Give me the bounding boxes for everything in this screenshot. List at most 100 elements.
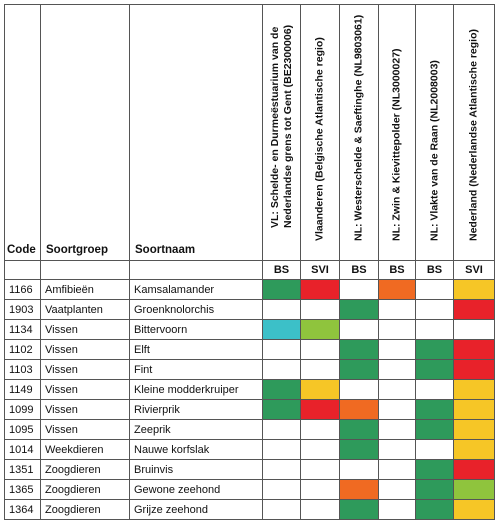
- status-cell-col-6: [453, 439, 495, 460]
- cell-group: Vissen: [40, 399, 130, 420]
- status-cell-col-5: [415, 399, 454, 420]
- cell-code: 1903: [4, 299, 41, 320]
- table-row: 1099 Vissen Rivierprik: [4, 399, 495, 420]
- cell-species-name: Grijze zeehond: [129, 499, 263, 520]
- status-cell-col-2: [300, 399, 340, 420]
- status-cell-col-2: [300, 499, 340, 520]
- table-row: 1365 Zoogdieren Gewone zeehond: [4, 479, 495, 500]
- cell-code: 1364: [4, 499, 41, 520]
- table-row: 1903 Vaatplanten Groenknolorchis: [4, 299, 495, 320]
- status-cell-col-6: [453, 459, 495, 480]
- cell-group: Vissen: [40, 339, 130, 360]
- status-cell-col-1: [262, 459, 301, 480]
- status-cell-col-4: [378, 339, 416, 360]
- table-row: 1166 Amfibieën Kamsalamander: [4, 279, 495, 300]
- status-cell-col-4: [378, 499, 416, 520]
- header-code: Code: [4, 4, 41, 261]
- status-cell-col-3: [339, 319, 379, 340]
- subheader-empty: [129, 260, 263, 280]
- status-cell-col-6: [453, 339, 495, 360]
- status-cell-col-1: [262, 379, 301, 400]
- cell-species-name: Bittervoorn: [129, 319, 263, 340]
- status-cell-col-2: [300, 379, 340, 400]
- species-status-table: Code Soortgroep Soortnaam VL: Schelde- e…: [4, 4, 495, 520]
- cell-group: Amfibieën: [40, 279, 130, 300]
- cell-species-name: Nauwe korfslak: [129, 439, 263, 460]
- cell-code: 1103: [4, 359, 41, 380]
- header-name-label: Soortnaam: [135, 244, 196, 256]
- cell-code: 1099: [4, 399, 41, 420]
- subheader-col-2: SVI: [300, 260, 340, 280]
- cell-group: Zoogdieren: [40, 499, 130, 520]
- header-col-3-label: NL: Westerschelde & Saeftinghe (NL980306…: [352, 14, 365, 241]
- cell-group: Vissen: [40, 319, 130, 340]
- header-col-4: NL: Zwin & Kievittepolder (NL3000027): [378, 4, 416, 261]
- cell-species-name: Rivierprik: [129, 399, 263, 420]
- header-col-2: Vlaanderen (Belgische Atlantische regio): [300, 4, 340, 261]
- status-cell-col-3: [339, 399, 379, 420]
- status-cell-col-6: [453, 379, 495, 400]
- header-col-5-label: NL: Vlakte van de Raan (NL2008003): [428, 60, 440, 241]
- status-cell-col-2: [300, 459, 340, 480]
- subheader-empty: [4, 260, 41, 280]
- status-cell-col-3: [339, 279, 379, 300]
- status-cell-col-3: [339, 339, 379, 360]
- status-cell-col-5: [415, 479, 454, 500]
- status-cell-col-3: [339, 379, 379, 400]
- status-cell-col-2: [300, 299, 340, 320]
- cell-group: Vissen: [40, 359, 130, 380]
- cell-species-name: Elft: [129, 339, 263, 360]
- subheader-col-3: BS: [339, 260, 379, 280]
- cell-species-name: Groenknolorchis: [129, 299, 263, 320]
- status-cell-col-3: [339, 359, 379, 380]
- status-cell-col-6: [453, 499, 495, 520]
- table-row: 1103 Vissen Fint: [4, 359, 495, 380]
- status-cell-col-2: [300, 319, 340, 340]
- status-cell-col-3: [339, 299, 379, 320]
- status-cell-col-6: [453, 299, 495, 320]
- status-cell-col-2: [300, 279, 340, 300]
- status-cell-col-5: [415, 439, 454, 460]
- status-cell-col-5: [415, 279, 454, 300]
- status-cell-col-2: [300, 359, 340, 380]
- status-cell-col-2: [300, 439, 340, 460]
- status-cell-col-2: [300, 479, 340, 500]
- status-cell-col-6: [453, 479, 495, 500]
- status-cell-col-1: [262, 359, 301, 380]
- status-cell-col-3: [339, 499, 379, 520]
- table-row: 1134 Vissen Bittervoorn: [4, 319, 495, 340]
- status-cell-col-3: [339, 439, 379, 460]
- status-cell-col-1: [262, 339, 301, 360]
- header-col-2-label: Vlaanderen (Belgische Atlantische regio): [313, 37, 326, 241]
- table-row: 1351 Zoogdieren Bruinvis: [4, 459, 495, 480]
- status-cell-col-6: [453, 279, 495, 300]
- cell-group: Zoogdieren: [40, 459, 130, 480]
- status-cell-col-1: [262, 399, 301, 420]
- cell-code: 1095: [4, 419, 41, 440]
- status-cell-col-1: [262, 499, 301, 520]
- cell-code: 1351: [4, 459, 41, 480]
- subheader-empty: [40, 260, 130, 280]
- header-code-label: Code: [7, 244, 36, 256]
- cell-species-name: Bruinvis: [129, 459, 263, 480]
- status-cell-col-2: [300, 339, 340, 360]
- cell-species-name: Kleine modderkruiper: [129, 379, 263, 400]
- cell-group: Vissen: [40, 379, 130, 400]
- header-group-label: Soortgroep: [46, 244, 108, 256]
- table-row: 1095 Vissen Zeeprik: [4, 419, 495, 440]
- cell-species-name: Kamsalamander: [129, 279, 263, 300]
- header-col-1-label: VL: Schelde- en Durmeëstuarium van de Ned…: [268, 24, 294, 228]
- cell-group: Vaatplanten: [40, 299, 130, 320]
- status-cell-col-2: [300, 419, 340, 440]
- header-col-6-label: Nederland (Nederlandse Atlantische regio…: [467, 29, 480, 241]
- status-cell-col-4: [378, 459, 416, 480]
- table-row: 1014 Weekdieren Nauwe korfslak: [4, 439, 495, 460]
- status-cell-col-5: [415, 459, 454, 480]
- status-cell-col-3: [339, 419, 379, 440]
- table-body: 1166 Amfibieën Kamsalamander 1903 Vaatplante…: [4, 279, 495, 520]
- header-name: Soortnaam: [129, 4, 263, 261]
- status-cell-col-5: [415, 499, 454, 520]
- status-cell-col-1: [262, 439, 301, 460]
- cell-species-name: Gewone zeehond: [129, 479, 263, 500]
- status-cell-col-5: [415, 339, 454, 360]
